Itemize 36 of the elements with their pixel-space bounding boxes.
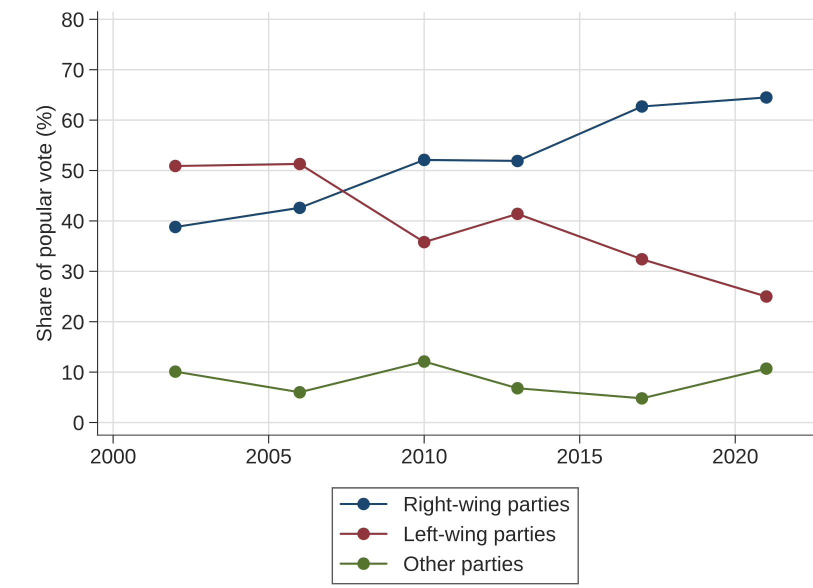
point [760, 290, 773, 303]
y-tick-label: 30 [62, 264, 84, 280]
x-tick-label: 2015 [558, 448, 602, 464]
x-tick-label: 2010 [402, 448, 447, 464]
y-tick-label: 60 [62, 113, 84, 128]
point [418, 355, 430, 368]
point [511, 154, 524, 168]
y-tick-label: 20 [62, 314, 84, 330]
point [418, 236, 430, 248]
y-tick-label: 10 [62, 365, 84, 380]
point [760, 91, 773, 104]
point [760, 362, 773, 375]
point [511, 382, 524, 394]
point [169, 160, 182, 172]
point [418, 154, 430, 166]
y-tick-label: 80 [62, 12, 84, 28]
point [294, 202, 306, 214]
point [636, 252, 648, 266]
x-tick-label: 2020 [713, 448, 758, 464]
point [294, 158, 306, 170]
point [636, 100, 648, 113]
point [169, 365, 182, 378]
y-axis-title: Share of popular vote (%) [36, 106, 56, 342]
y-tick-label: 40 [62, 214, 84, 229]
y-tick-label: 0 [74, 416, 84, 430]
point [294, 386, 306, 399]
point [511, 208, 524, 220]
point [169, 220, 182, 234]
point [636, 392, 648, 405]
y-tick-label: 70 [62, 62, 84, 78]
legend-label: Left-wing parties [404, 526, 556, 546]
x-tick-label: 2000 [90, 448, 136, 464]
y-tick-label: 50 [62, 164, 84, 178]
legend-label: Other parties [404, 556, 523, 576]
x-tick-label: 2005 [246, 448, 291, 464]
legend-label: Right-wing parties [404, 496, 570, 516]
